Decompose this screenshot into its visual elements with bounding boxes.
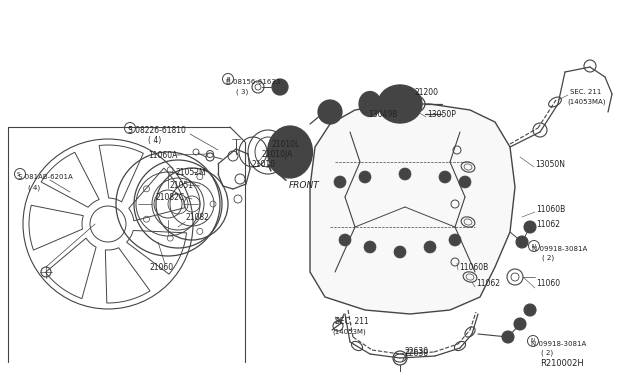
Text: 11060B: 11060B — [459, 263, 488, 272]
Text: FRONT: FRONT — [289, 180, 320, 189]
Circle shape — [502, 331, 514, 343]
Circle shape — [449, 234, 461, 246]
Text: 11060A: 11060A — [148, 151, 177, 160]
Text: S: S — [16, 171, 20, 176]
Text: 22630: 22630 — [405, 350, 429, 359]
Ellipse shape — [359, 92, 381, 116]
Text: 21010: 21010 — [252, 160, 276, 169]
Text: SEC. 211: SEC. 211 — [570, 89, 602, 95]
Text: S 081AB-6201A: S 081AB-6201A — [18, 174, 73, 180]
Text: 11062: 11062 — [536, 219, 560, 228]
Text: 21010JA: 21010JA — [262, 150, 293, 158]
Text: 21082C: 21082C — [155, 192, 184, 202]
Circle shape — [339, 234, 351, 246]
Circle shape — [364, 241, 376, 253]
Text: B: B — [226, 77, 230, 81]
Ellipse shape — [268, 126, 312, 178]
Ellipse shape — [378, 85, 422, 123]
Text: 21051: 21051 — [170, 180, 194, 189]
Text: R210002H: R210002H — [540, 359, 584, 369]
Circle shape — [514, 318, 526, 330]
Text: 21082: 21082 — [185, 212, 209, 221]
Text: SEC. 211: SEC. 211 — [335, 317, 369, 327]
Text: N 09918-3081A: N 09918-3081A — [531, 341, 586, 347]
Circle shape — [424, 241, 436, 253]
Circle shape — [439, 171, 451, 183]
Circle shape — [459, 176, 471, 188]
Circle shape — [272, 79, 288, 95]
Circle shape — [394, 246, 406, 258]
Text: 21060: 21060 — [150, 263, 174, 272]
Circle shape — [318, 100, 342, 124]
Text: N: N — [531, 339, 535, 343]
Text: S 08226-61810: S 08226-61810 — [128, 125, 186, 135]
Text: 13050N: 13050N — [535, 160, 565, 169]
Text: 22630: 22630 — [405, 347, 429, 356]
Text: 13049B: 13049B — [368, 109, 397, 119]
Text: 11060B: 11060B — [536, 205, 565, 214]
Text: ( 4): ( 4) — [148, 135, 161, 144]
Text: ( 4): ( 4) — [28, 185, 40, 191]
Text: S: S — [128, 125, 132, 131]
Text: 21200: 21200 — [415, 87, 439, 96]
Text: N 09918-3081A: N 09918-3081A — [532, 246, 588, 252]
Text: ( 3): ( 3) — [236, 89, 248, 95]
Circle shape — [334, 176, 346, 188]
Text: 13050P: 13050P — [427, 109, 456, 119]
Circle shape — [524, 304, 536, 316]
Text: B 08156-61633: B 08156-61633 — [226, 79, 280, 85]
Polygon shape — [310, 104, 515, 314]
Text: ( 2): ( 2) — [541, 350, 553, 356]
Text: 21010L: 21010L — [272, 140, 300, 148]
Circle shape — [524, 221, 536, 233]
Text: 21052M: 21052M — [175, 167, 205, 176]
Circle shape — [359, 171, 371, 183]
Text: 11060: 11060 — [536, 279, 560, 289]
Circle shape — [516, 236, 528, 248]
Text: N: N — [532, 244, 536, 248]
Text: ( 2): ( 2) — [542, 255, 554, 261]
Text: (14053M): (14053M) — [332, 329, 365, 335]
Text: 11062: 11062 — [476, 279, 500, 289]
Text: (14053MA): (14053MA) — [567, 99, 605, 105]
Circle shape — [399, 168, 411, 180]
